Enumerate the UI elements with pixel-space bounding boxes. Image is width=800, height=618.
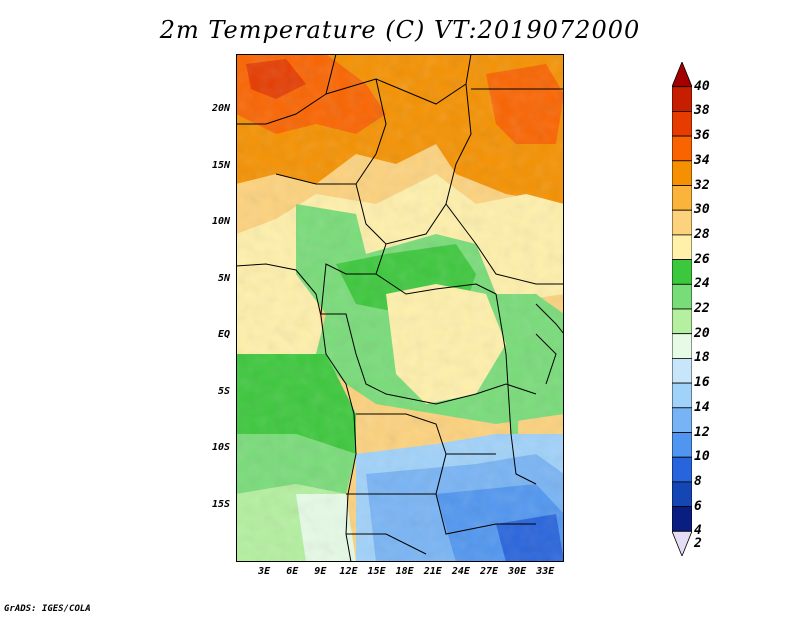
colorbar-label: 26 xyxy=(694,251,710,267)
x-tick-label: 6E xyxy=(286,566,299,577)
colorbar-swatch xyxy=(672,308,692,335)
map-title: 2m Temperature (C) VT:2019072000 xyxy=(159,16,641,44)
y-tick-label: 20N xyxy=(211,103,230,115)
colorbar-label: 24 xyxy=(694,276,710,292)
colorbar-label: 32 xyxy=(694,177,710,193)
colorbar-swatch xyxy=(672,86,692,112)
colorbar-label: 18 xyxy=(694,350,710,366)
colorbar-swatch xyxy=(672,481,692,507)
colorbar-label: 38 xyxy=(694,103,710,119)
colorbar-swatch xyxy=(672,530,692,556)
coastline xyxy=(236,263,357,562)
x-tick-label: 18E xyxy=(395,566,414,577)
colorbar-label: 34 xyxy=(694,152,710,168)
x-tick-label: 33E xyxy=(536,566,555,577)
colorbar-label: 28 xyxy=(694,226,710,242)
x-tick-label: 12E xyxy=(339,566,358,577)
colorbar-label: 2 xyxy=(694,535,702,551)
colorbar-swatch xyxy=(672,185,692,211)
temperature-map xyxy=(236,54,564,562)
colorbar-label: 12 xyxy=(694,424,710,440)
colorbar xyxy=(672,62,692,556)
colorbar-swatch xyxy=(672,432,692,458)
x-tick-label: 30E xyxy=(508,566,527,577)
colorbar-swatch xyxy=(672,506,692,532)
colorbar-label: 6 xyxy=(694,498,702,514)
y-tick-label: 10S xyxy=(211,442,230,454)
colorbar-swatch xyxy=(672,62,692,88)
colorbar-swatch xyxy=(672,160,692,186)
colorbar-swatch xyxy=(672,283,692,310)
colorbar-label: 30 xyxy=(694,202,710,218)
y-tick-label: EQ xyxy=(217,329,230,341)
colorbar-swatch xyxy=(672,456,692,483)
x-tick-label: 21E xyxy=(423,566,442,577)
colorbar-swatch xyxy=(672,234,692,260)
colorbar-swatch xyxy=(672,135,692,162)
colorbar-swatch xyxy=(672,333,692,359)
colorbar-label: 14 xyxy=(694,399,710,415)
texture-overlay xyxy=(236,54,564,562)
x-tick-label: 24E xyxy=(451,566,470,577)
colorbar-label: 22 xyxy=(694,301,710,316)
x-tick-label: 3E xyxy=(258,566,271,577)
colorbar-label: 8 xyxy=(694,473,702,489)
colorbar-label: 40 xyxy=(694,78,710,94)
colorbar-label: 20 xyxy=(694,325,710,341)
colorbar-swatch xyxy=(672,382,692,409)
colorbar-label: 4 xyxy=(694,523,702,539)
country-borders xyxy=(236,54,564,555)
y-tick-label: 15S xyxy=(211,498,230,510)
colorbar-label: 36 xyxy=(694,128,710,144)
map-frame xyxy=(236,54,564,562)
colorbar-swatch xyxy=(672,259,692,285)
y-tick-label: 15N xyxy=(211,159,230,171)
colorbar-swatch xyxy=(672,111,692,137)
colorbar-swatch xyxy=(672,407,692,433)
colorbar-swatch xyxy=(672,357,692,384)
colorbar-swatch xyxy=(672,209,692,236)
y-tick-label: 5S xyxy=(217,385,230,397)
colorbar-label: 10 xyxy=(694,449,710,465)
x-tick-label: 15E xyxy=(367,566,386,577)
y-tick-label: 5N xyxy=(217,272,230,284)
colorbar-label: 16 xyxy=(694,375,710,391)
credit-text: GrADS: IGES/COLA xyxy=(4,604,91,614)
x-tick-label: 27E xyxy=(479,566,499,577)
x-tick-label: 9E xyxy=(314,566,327,577)
y-tick-label: 10N xyxy=(211,216,230,228)
